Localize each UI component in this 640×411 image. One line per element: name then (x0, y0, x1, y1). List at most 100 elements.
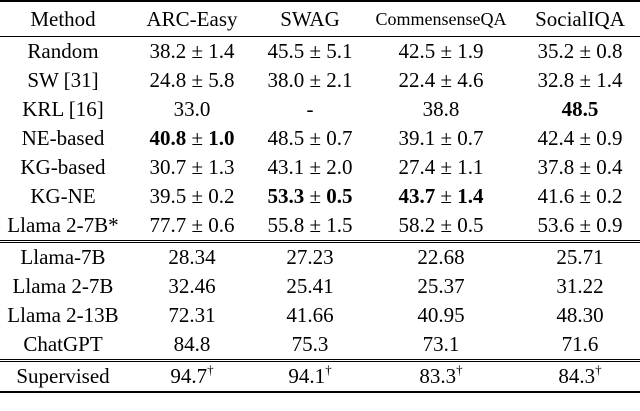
supervised-row: Supervised 94.7† 94.1† 83.3† 84.3† (0, 359, 640, 393)
cell-socialiqa: 71.6 (561, 332, 599, 356)
cell-arc-easy: 94.7† (126, 359, 258, 393)
cell-error: 0.4 (596, 155, 623, 179)
plus-minus-sign: ± (435, 213, 458, 237)
cell-swag: 53.3 ± 0.5 (258, 182, 362, 211)
header-row: Method ARC-Easy SWAG CommensenseQA Socia… (0, 0, 640, 37)
plus-minus-sign: ± (304, 155, 327, 179)
method-cell: ChatGPT (23, 332, 103, 356)
cell-value: 45.5 (267, 39, 305, 63)
plus-minus-sign: ± (304, 126, 327, 150)
cell-socialiqa: 35.2 ± 0.8 (520, 37, 640, 67)
cell-error: 5.1 (326, 39, 353, 63)
cell-value: 48.5 (267, 126, 305, 150)
cell-error: 1.3 (208, 155, 235, 179)
method-cell: Supervised (0, 359, 126, 393)
plus-minus-sign: ± (574, 184, 597, 208)
plus-minus-sign: ± (574, 126, 597, 150)
table-row: Llama 2-13B 72.31 41.66 40.95 48.30 (0, 301, 640, 330)
cell-swag: 38.0 ± 2.1 (258, 66, 362, 95)
cell-value: 22.4 (398, 68, 436, 92)
cell-commonsenseqa: 27.4 ± 1.1 (362, 153, 520, 182)
cell-value: 84.3 (558, 364, 596, 388)
table-row: SW [31] 24.8 ± 5.8 38.0 ± 2.1 22.4 ± 4.6 32.… (0, 66, 640, 95)
cell-commonsenseqa: 58.2 ± 0.5 (362, 211, 520, 242)
cell-commonsenseqa: 43.7 ± 1.4 (362, 182, 520, 211)
cell-arc-easy: 72.31 (168, 303, 216, 327)
method-cell: Llama 2-7B* (7, 213, 119, 237)
cell-swag: 48.5 ± 0.7 (258, 124, 362, 153)
cell-commonsenseqa: 83.3† (362, 359, 520, 393)
cell-error: 0.9 (596, 126, 623, 150)
plus-minus-sign: ± (304, 213, 327, 237)
cell-arc-easy: 28.34 (126, 240, 258, 272)
dagger-mark: † (595, 362, 602, 377)
table-row: KG-based 30.7 ± 1.3 43.1 ± 2.0 27.4 ± 1.1 37… (0, 153, 640, 182)
plus-minus-sign: ± (186, 155, 209, 179)
cell-swag: 75.3 (291, 332, 329, 356)
method-cell: Llama 2-13B (7, 303, 119, 327)
plus-minus-sign: ± (574, 213, 597, 237)
cell-value: 24.8 (149, 68, 187, 92)
table-row: KG-NE 39.5 ± 0.2 53.3 ± 0.5 43.7 ± 1.4 41.6 … (0, 182, 640, 211)
plus-minus-sign: ± (186, 68, 209, 92)
cell-error: 0.6 (208, 213, 235, 237)
table-row: ChatGPT 84.8 75.3 73.1 71.6 (0, 330, 640, 361)
table-row: Llama-7B 28.34 27.23 22.68 25.71 (0, 240, 640, 272)
cell-error: 1.4 (208, 39, 235, 63)
cell-arc-easy: 39.5 ± 0.2 (126, 182, 258, 211)
cell-error: 5.8 (208, 68, 235, 92)
cell-socialiqa: 53.6 ± 0.9 (520, 211, 640, 242)
cell-value: 37.8 (537, 155, 575, 179)
cell-value: 53.3 (267, 184, 305, 208)
cell-value: 38.0 (267, 68, 305, 92)
dagger-mark: † (207, 362, 214, 377)
cell-value: 33.0 (173, 97, 211, 121)
cell-value: 42.4 (537, 126, 575, 150)
cell-error: 1.0 (208, 126, 235, 150)
table-row: NE-based 40.8 ± 1.0 48.5 ± 0.7 39.1 ± 0.7 42… (0, 124, 640, 153)
cell-swag: - (258, 95, 362, 124)
cell-error: 1.1 (457, 155, 484, 179)
plus-minus-sign: ± (574, 68, 597, 92)
cell-commonsenseqa: 73.1 (422, 332, 460, 356)
header-method: Method (0, 0, 126, 37)
cell-value: 48.5 (561, 97, 599, 121)
cell-error: 0.5 (457, 213, 484, 237)
table-row: KRL [16] 33.0 - 38.8 48.5 (0, 95, 640, 124)
method-cell: KG-based (20, 155, 106, 179)
cell-value: 35.2 (537, 39, 575, 63)
cell-error: 0.9 (596, 213, 623, 237)
plus-minus-sign: ± (186, 213, 209, 237)
cell-error: 0.8 (596, 39, 623, 63)
cell-swag: 27.23 (258, 240, 362, 272)
cell-value: 38.8 (422, 97, 460, 121)
cell-value: 94.1 (288, 364, 326, 388)
cell-error: 0.5 (326, 184, 353, 208)
cell-value: 53.6 (537, 213, 575, 237)
cell-arc-easy: 33.0 (126, 95, 258, 124)
cell-value: 32.8 (537, 68, 575, 92)
cell-socialiqa: 25.71 (520, 240, 640, 272)
cell-arc-easy: 32.46 (168, 274, 216, 298)
method-cell: Random (27, 39, 99, 63)
cell-value: 42.5 (398, 39, 436, 63)
header-socialiqa: SocialIQA (520, 0, 640, 37)
cell-commonsenseqa: 42.5 ± 1.9 (362, 37, 520, 67)
header-arc-easy: ARC-Easy (126, 0, 258, 37)
method-cell: NE-based (21, 126, 105, 150)
cell-arc-easy: 24.8 ± 5.8 (126, 66, 258, 95)
cell-swag: 25.41 (286, 274, 334, 298)
cell-commonsenseqa: 39.1 ± 0.7 (362, 124, 520, 153)
cell-arc-easy: 84.8 (173, 332, 211, 356)
cell-value: 41.6 (537, 184, 575, 208)
cell-commonsenseqa: 22.68 (362, 240, 520, 272)
plus-minus-sign: ± (186, 126, 209, 150)
cell-error: 0.2 (208, 184, 235, 208)
cell-commonsenseqa: 25.37 (417, 274, 465, 298)
cell-socialiqa: 37.8 ± 0.4 (520, 153, 640, 182)
cell-error: 1.5 (326, 213, 353, 237)
cell-value: 55.8 (267, 213, 305, 237)
plus-minus-sign: ± (574, 39, 597, 63)
plus-minus-sign: ± (304, 39, 327, 63)
